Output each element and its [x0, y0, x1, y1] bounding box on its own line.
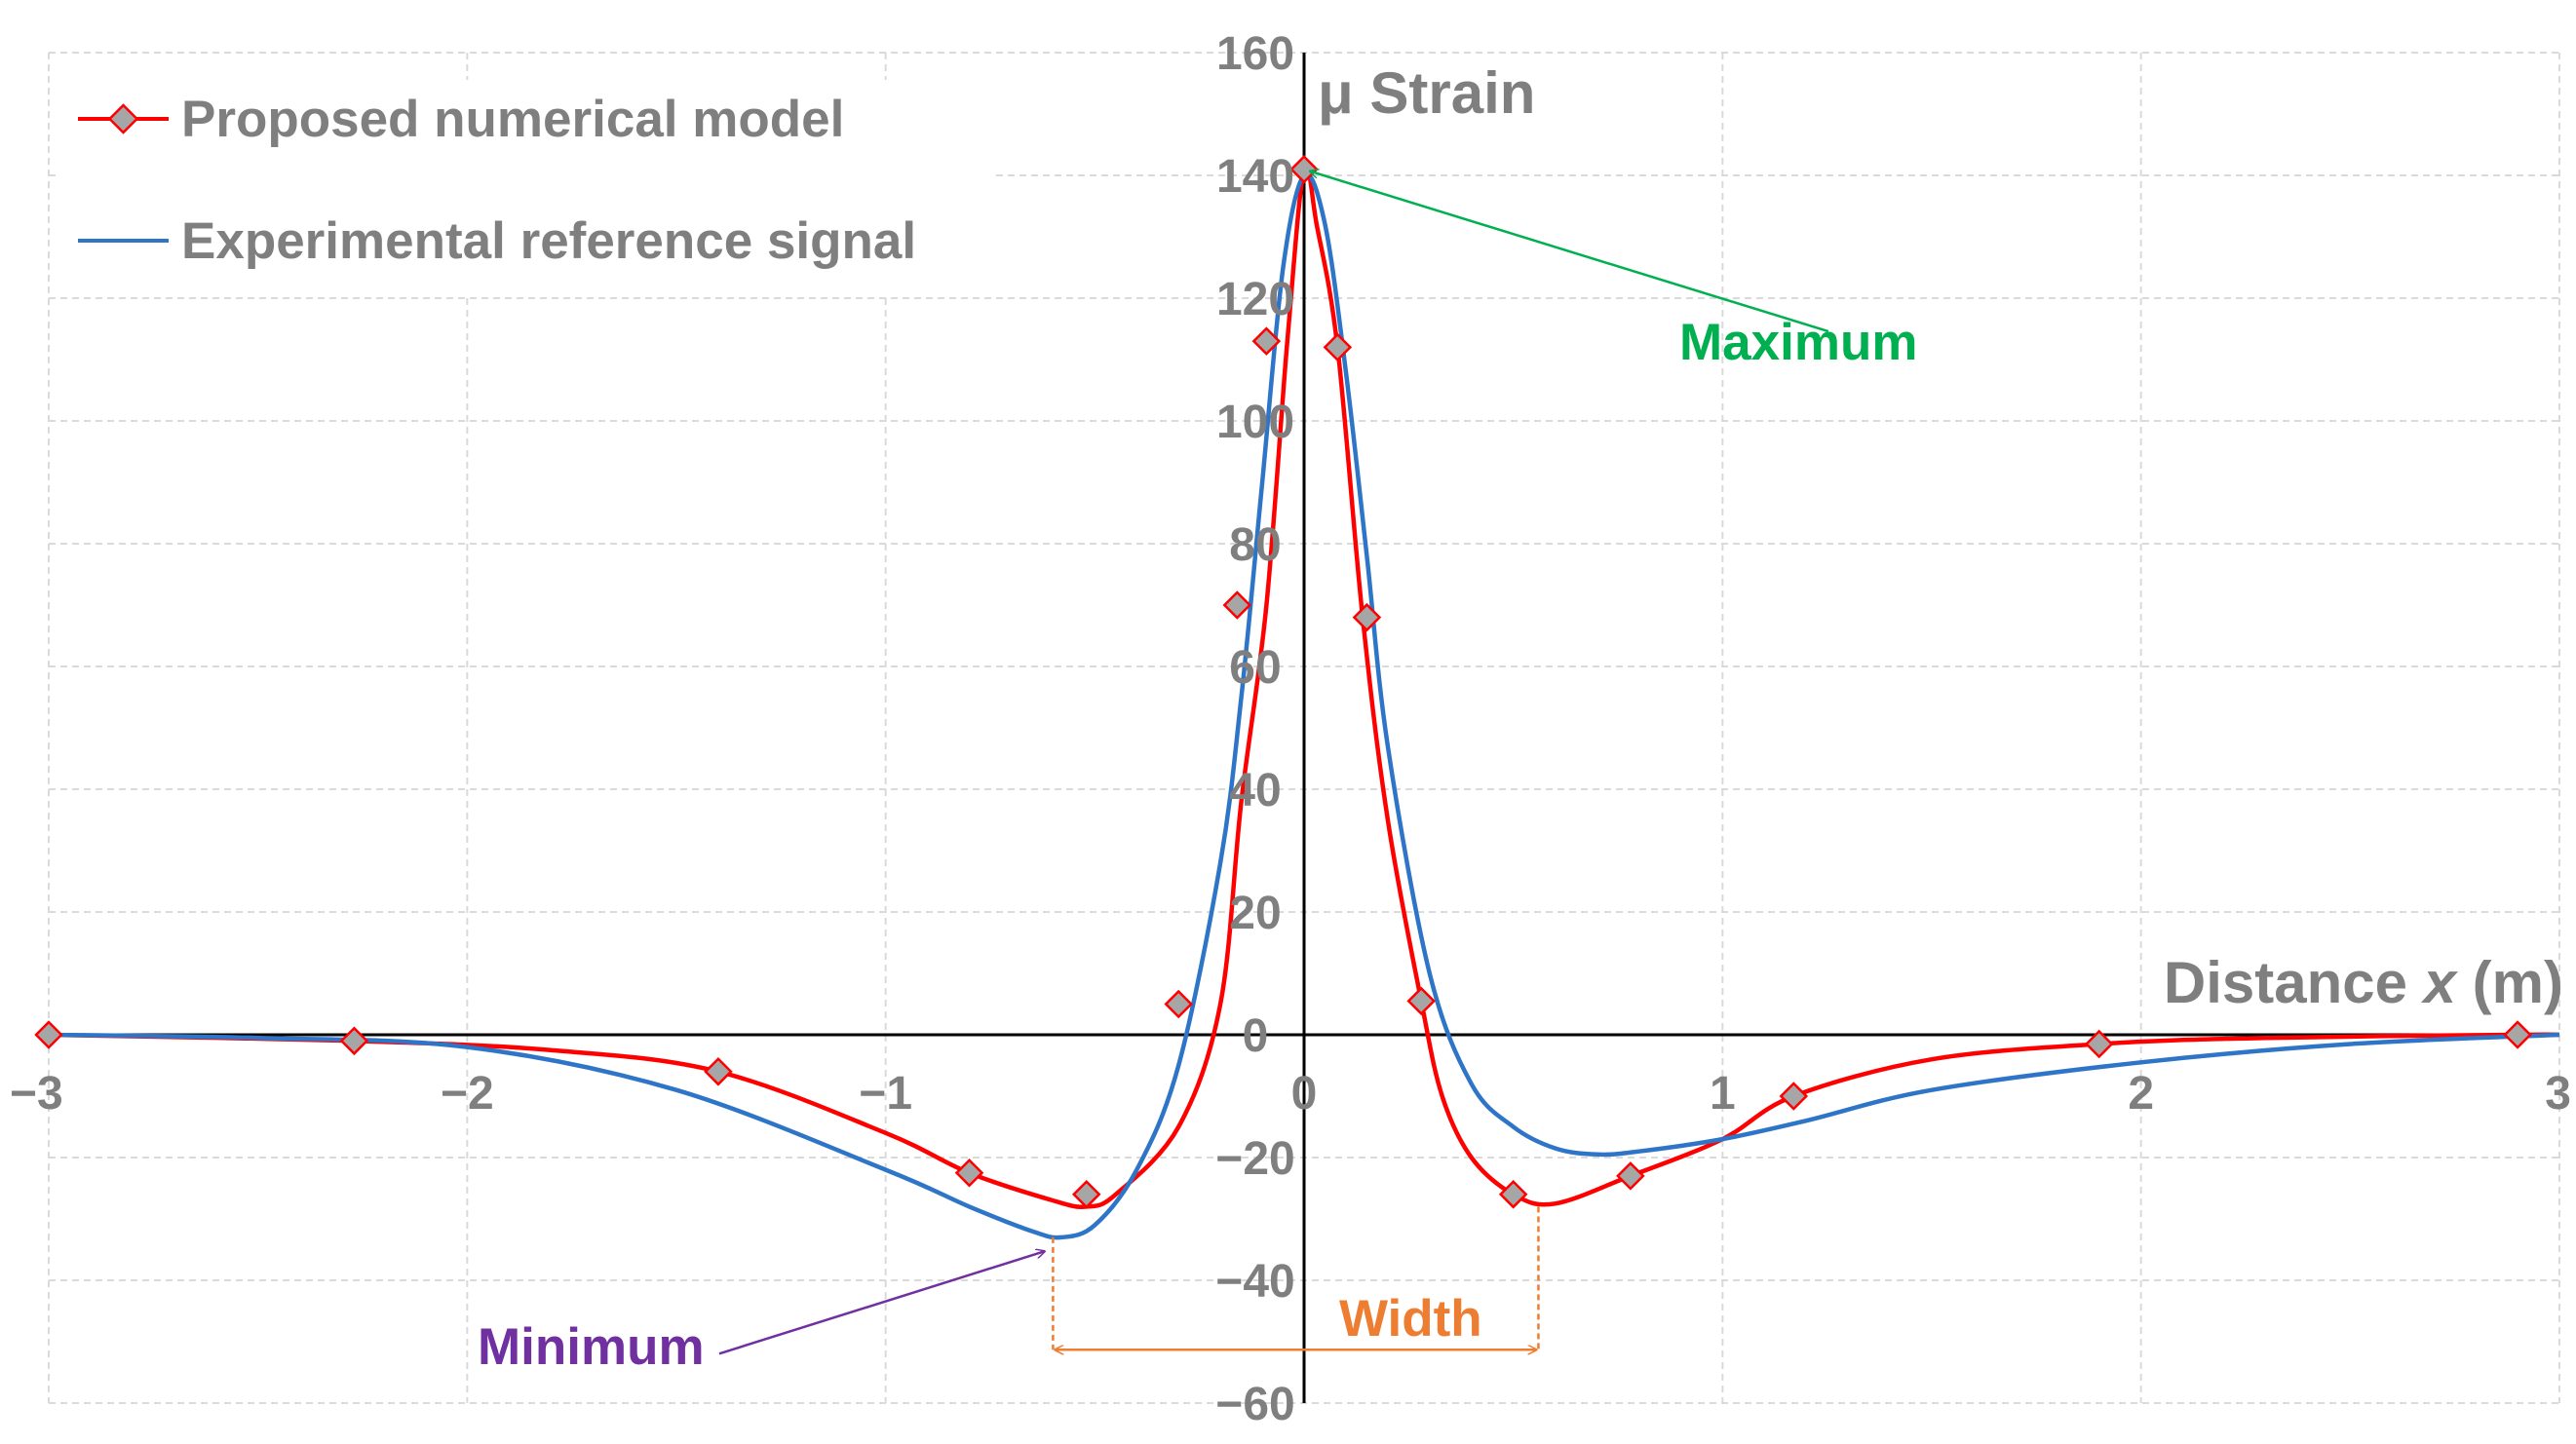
- x-axis-title: Distance x (m): [2164, 950, 2563, 1015]
- tick-labels: −60 −40 −20 0 20 40 60 80 100 120 140 160 −3 −2 −1 0 1 2 3: [10, 28, 2571, 1430]
- y-tick-label: 160: [1216, 28, 1294, 80]
- series-marker-numerical: [1071, 1180, 1101, 1209]
- legend-swatch-numerical-marker: [107, 103, 139, 134]
- series-marker-numerical: [1323, 332, 1353, 362]
- y-axis-title: μ Strain: [1318, 60, 1535, 126]
- y-tick-label: 120: [1216, 274, 1294, 325]
- x-axis-title-var: x: [2421, 950, 2459, 1015]
- legend: Proposed numerical model Experimental re…: [57, 80, 992, 294]
- series-marker-numerical: [1222, 590, 1252, 620]
- series-marker-numerical: [1164, 989, 1193, 1019]
- legend-label-numerical: Proposed numerical model: [181, 91, 844, 148]
- x-tick-label: 3: [2545, 1068, 2571, 1120]
- x-tick-label: −3: [10, 1068, 63, 1120]
- minimum-label: Minimum: [478, 1318, 705, 1376]
- x-axis-title-suffix: (m): [2456, 950, 2563, 1015]
- series-marker-numerical: [2503, 1020, 2532, 1049]
- y-tick-label: −60: [1215, 1379, 1294, 1430]
- maximum-arrow: [1310, 171, 1829, 333]
- y-tick-label: 20: [1229, 888, 1281, 939]
- series-marker-numerical: [1352, 602, 1382, 632]
- y-tick-label: 40: [1229, 765, 1281, 817]
- y-tick-label: 80: [1229, 519, 1281, 571]
- width-label: Width: [1339, 1290, 1482, 1348]
- series-marker-numerical: [954, 1158, 984, 1188]
- x-tick-label: −2: [441, 1068, 494, 1120]
- axes: [49, 53, 2559, 1403]
- y-tick-label: 100: [1216, 397, 1294, 448]
- y-tick-label: 60: [1229, 642, 1281, 694]
- annotations: [718, 171, 1829, 1355]
- x-tick-label: 0: [1291, 1068, 1318, 1120]
- series-marker-numerical: [2084, 1029, 2114, 1059]
- y-tick-label: −40: [1215, 1256, 1294, 1308]
- series-marker-numerical: [1251, 326, 1282, 356]
- series-marker-numerical: [339, 1026, 369, 1056]
- series-marker-numerical: [1779, 1082, 1809, 1111]
- series-marker-numerical: [704, 1057, 733, 1086]
- series-line-numerical: [48, 162, 2560, 1209]
- series-marker-numerical: [34, 1020, 63, 1049]
- legend-entry-numerical: Proposed numerical model: [78, 91, 844, 148]
- y-tick-label: 0: [1243, 1010, 1269, 1062]
- legend-background: [57, 80, 992, 294]
- y-tick-label: −20: [1215, 1133, 1294, 1185]
- x-axis-title-prefix: Distance: [2164, 950, 2424, 1015]
- x-tick-label: 1: [1710, 1068, 1736, 1120]
- legend-entry-experimental: Experimental reference signal: [78, 212, 916, 270]
- series-marker-numerical: [1498, 1180, 1528, 1209]
- x-tick-label: 2: [2128, 1068, 2154, 1120]
- x-tick-label: −1: [859, 1068, 912, 1120]
- legend-label-experimental: Experimental reference signal: [181, 212, 916, 270]
- y-tick-label: 140: [1216, 151, 1294, 203]
- minimum-arrow: [718, 1251, 1045, 1355]
- series-marker-numerical: [1406, 986, 1436, 1016]
- series-marker-numerical: [1616, 1161, 1645, 1191]
- maximum-label: Maximum: [1679, 314, 1917, 371]
